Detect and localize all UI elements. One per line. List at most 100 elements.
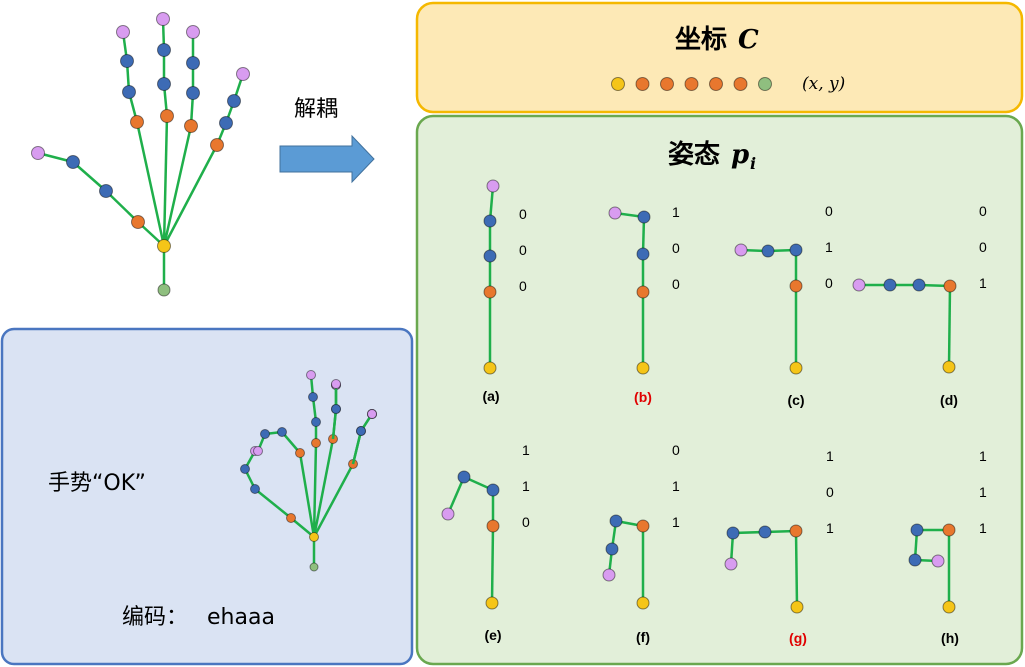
- joint-blue: [219, 116, 233, 130]
- joint-blue: [227, 94, 241, 108]
- posture-bit: 0: [979, 203, 987, 219]
- bone-line: [105, 190, 139, 223]
- posture-palm-joint: [789, 361, 803, 375]
- posture-joint-blue: [457, 470, 471, 484]
- posture-label: (f): [636, 629, 650, 645]
- posture-fingertip: [734, 243, 748, 257]
- posture-joint-blue: [637, 210, 651, 224]
- coordinate-title: 坐标: [675, 25, 727, 55]
- posture-joint-orange: [636, 285, 650, 299]
- gesture-code-value: ehaaa: [207, 605, 275, 630]
- posture-joint-orange: [943, 279, 957, 293]
- posture-symbol: p: [731, 140, 749, 170]
- posture-label: (c): [787, 392, 804, 408]
- joint-blue: [186, 56, 200, 70]
- posture-joint-blue: [483, 249, 497, 263]
- posture-b: (b) 1 0 0: [608, 204, 680, 405]
- joint-blue: [157, 77, 171, 91]
- bone-line: [162, 125, 193, 247]
- joint-orange: [210, 138, 224, 152]
- joint-orange: [184, 119, 198, 133]
- coordinate-panel: 坐标 C (x, y): [415, 1, 1024, 114]
- posture-fingertip: [486, 179, 500, 193]
- joint-orange: [311, 438, 321, 448]
- posture-label: (a): [482, 388, 499, 404]
- posture-joint-orange: [483, 285, 497, 299]
- posture-palm-joint: [636, 596, 650, 610]
- posture-bone: [446, 476, 466, 515]
- decouple-arrow-shape: [279, 134, 375, 184]
- joint-blue: [260, 429, 270, 439]
- posture-joint-blue: [758, 525, 772, 539]
- bone-line: [312, 442, 318, 538]
- posture-f: (f) 0 1 1: [602, 442, 680, 645]
- bone-line: [254, 488, 292, 519]
- posture-bit: 1: [979, 448, 987, 464]
- posture-joint-blue: [726, 526, 740, 540]
- coordinate-symbol: C: [738, 25, 759, 55]
- bone-line: [72, 161, 107, 192]
- coordinate-point: [635, 77, 650, 91]
- posture-label: (g): [789, 630, 807, 646]
- fingertip: [306, 370, 316, 380]
- palm-center-joint: [309, 532, 319, 542]
- joint-blue: [277, 427, 287, 437]
- posture-joint-blue: [883, 278, 897, 292]
- posture-fingertip: [931, 554, 945, 568]
- joint-orange: [131, 215, 145, 229]
- bone-line: [162, 144, 219, 247]
- posture-grid: (a) 0 0 0 (b) 1 0 0 (c) 0 1 0 (d) 0 0 1 (e) 1 1 0 (f) 0 1 1 (g) 1…: [441, 179, 987, 646]
- bone-line: [312, 438, 335, 538]
- joint-orange: [286, 513, 296, 523]
- posture-e: (e) 1 1 0: [441, 442, 530, 643]
- posture-d: (d) 0 0 1: [852, 203, 987, 408]
- posture-label: (e): [484, 627, 501, 643]
- posture-bit: 0: [519, 206, 527, 222]
- posture-palm-joint: [942, 360, 956, 374]
- palm-center-joint: [157, 239, 171, 253]
- posture-label: (h): [941, 630, 959, 646]
- posture-joint-orange: [636, 519, 650, 533]
- fingertip: [116, 25, 130, 39]
- posture-bit: 1: [522, 442, 530, 458]
- fingertip: [367, 409, 377, 419]
- posture-title: 姿态: [668, 139, 720, 170]
- joint-blue: [311, 417, 321, 427]
- posture-joint-blue: [636, 247, 650, 261]
- posture-palm-joint: [636, 361, 650, 375]
- open-hand-skeleton: [31, 12, 250, 297]
- fingertip: [186, 25, 200, 39]
- gesture-code-label: 编码：: [122, 605, 188, 630]
- posture-fingertip: [441, 507, 455, 521]
- posture-fingertip: [724, 557, 738, 571]
- posture-palm-joint: [942, 600, 956, 614]
- joint-blue: [356, 426, 366, 436]
- bone-line: [312, 463, 355, 538]
- posture-bit: 0: [522, 514, 530, 530]
- posture-bit: 0: [519, 242, 527, 258]
- posture-bone: [490, 525, 495, 604]
- posture-joint-blue: [908, 553, 922, 567]
- coordinate-panel-box: [415, 1, 1024, 114]
- coordinate-point: [758, 77, 772, 91]
- joint-blue: [308, 392, 318, 402]
- posture-joint-orange: [486, 519, 500, 533]
- posture-h: (h) 1 1 1: [908, 448, 987, 646]
- posture-joint-orange: [789, 279, 803, 293]
- posture-joint-blue: [910, 523, 924, 537]
- coordinate-points: [611, 77, 772, 91]
- posture-joint-blue: [912, 278, 926, 292]
- decouple-arrow: 解耦: [279, 97, 375, 184]
- posture-joint-orange: [942, 523, 956, 537]
- posture-a: (a) 0 0 0: [482, 179, 527, 404]
- bone-line: [162, 115, 169, 247]
- posture-fingertip: [852, 278, 866, 292]
- posture-c: (c) 0 1 0: [734, 203, 833, 408]
- fingertip: [31, 146, 45, 160]
- posture-panel: 姿态 p i (a)000(b)100(c)010(d)001(e)110(f)…: [415, 114, 1024, 666]
- gesture-title: 手势“OK”: [48, 471, 146, 496]
- bone-line: [331, 408, 338, 440]
- posture-bit: 1: [672, 514, 680, 530]
- posture-panel-box: [415, 114, 1024, 666]
